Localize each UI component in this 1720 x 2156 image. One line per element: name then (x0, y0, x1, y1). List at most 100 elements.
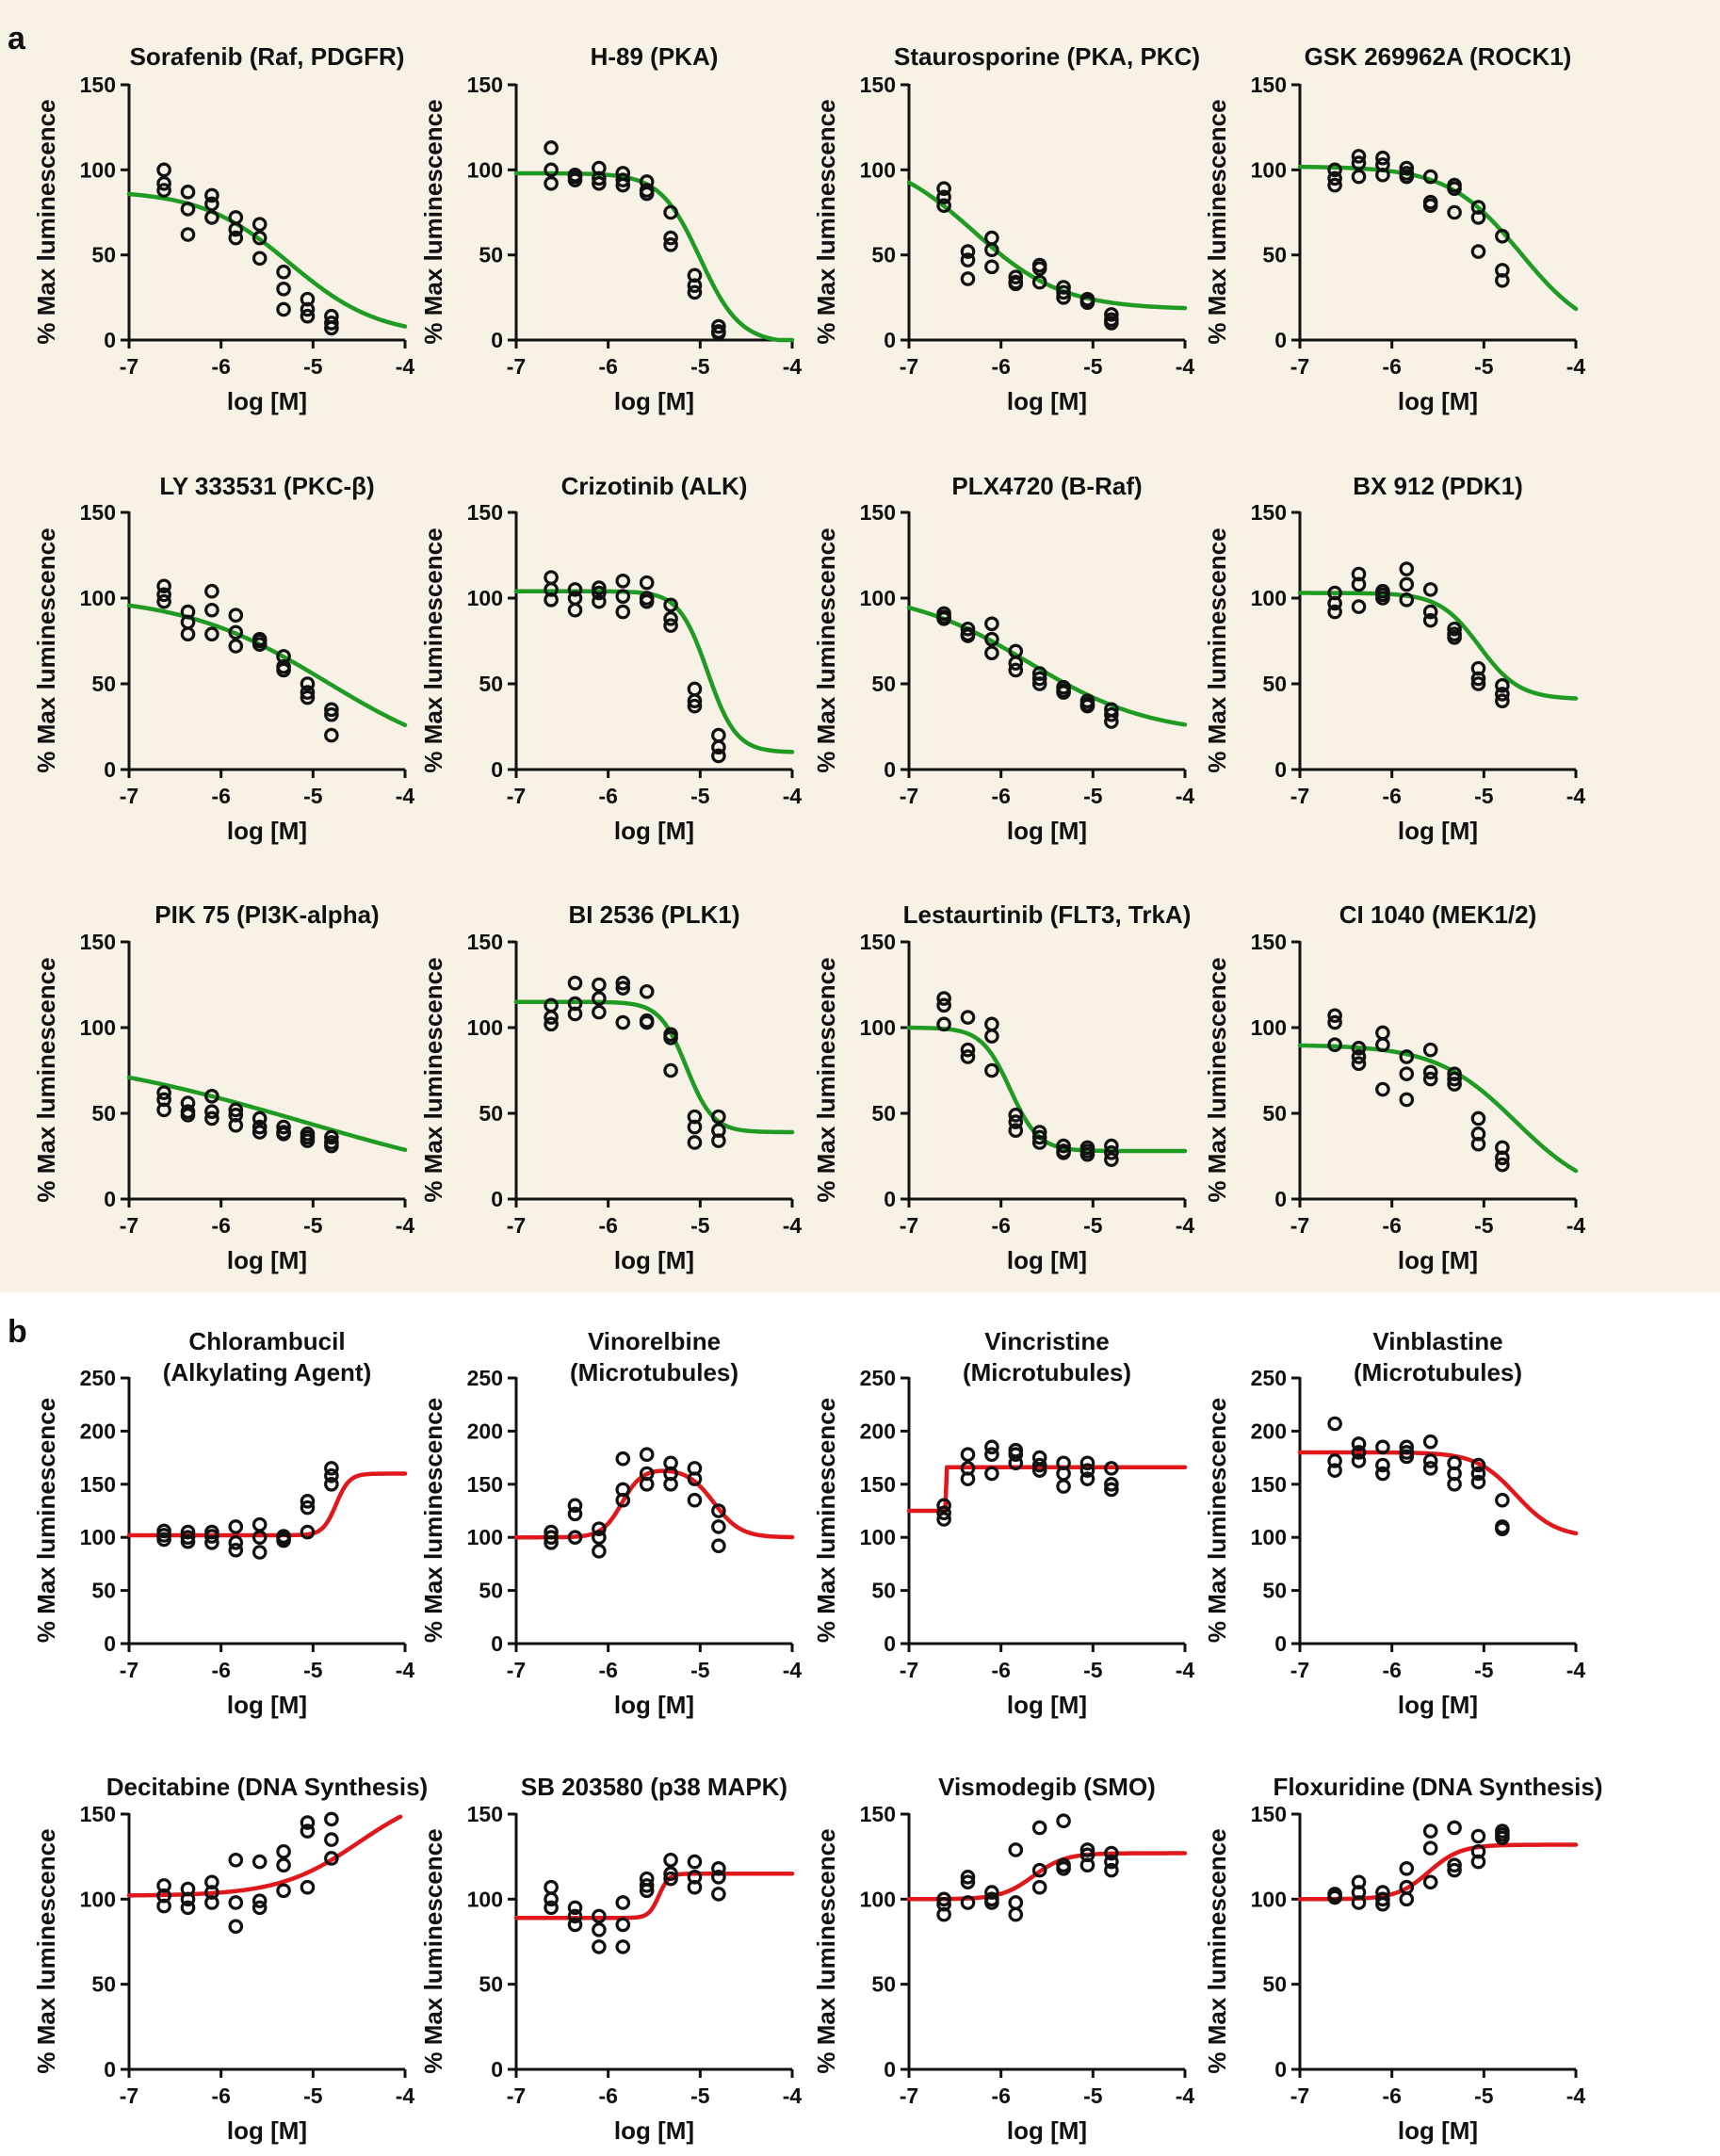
chart-title: Vinblastine (1372, 1327, 1502, 1355)
y-tick-label: 150 (1251, 1802, 1287, 1826)
y-tick-label: 0 (104, 1187, 116, 1211)
data-point (156, 1532, 171, 1548)
data-point (1351, 599, 1367, 614)
data-point (663, 204, 678, 220)
data-point (276, 1532, 291, 1548)
y-tick-label: 150 (1251, 73, 1287, 97)
data-point (1375, 1896, 1390, 1912)
x-tick-label: -6 (598, 354, 617, 379)
y-axis-label: % Max luminescence (812, 1828, 840, 2073)
data-point (615, 1939, 631, 1954)
data-point (1422, 612, 1438, 628)
data-point (1327, 595, 1342, 611)
y-tick-label: 100 (1251, 1525, 1287, 1549)
data-point (1447, 1077, 1462, 1092)
data-point (1447, 181, 1462, 197)
data-point (156, 578, 171, 594)
y-tick-label: 0 (491, 2057, 503, 2082)
x-tick-label: -4 (1176, 1213, 1195, 1238)
data-point (960, 1874, 976, 1890)
data-point (1495, 687, 1510, 702)
data-point (300, 685, 316, 700)
data-point (1031, 1820, 1047, 1836)
y-axis-label: % Max luminescence (419, 957, 447, 1202)
data-point (1375, 1457, 1390, 1473)
x-tick-label: -5 (1083, 1213, 1103, 1238)
y-tick-label: 0 (1274, 1631, 1287, 1656)
y-tick-label: 50 (871, 1972, 896, 1997)
data-point (1422, 169, 1438, 185)
data-point (1031, 261, 1047, 276)
x-axis-label: log [M] (227, 817, 307, 845)
data-point (615, 589, 631, 604)
x-tick-label: -7 (507, 1213, 526, 1238)
data-point (639, 575, 655, 591)
data-point (615, 1895, 631, 1910)
x-tick-label: -6 (1382, 1213, 1401, 1238)
data-point (252, 1110, 268, 1127)
y-tick-label: 250 (1251, 1366, 1287, 1390)
data-point (1079, 295, 1095, 311)
data-point (960, 252, 976, 267)
y-tick-label: 50 (479, 1579, 503, 1603)
data-point (204, 602, 219, 618)
data-point (960, 1010, 976, 1025)
x-tick-label: -4 (1176, 354, 1195, 379)
x-tick-label: -6 (1382, 354, 1401, 379)
data-point (300, 689, 316, 705)
x-tick-label: -5 (303, 1213, 323, 1238)
data-point (204, 1895, 219, 1910)
data-point (663, 1062, 678, 1078)
data-point (1447, 630, 1462, 645)
data-point (687, 1135, 703, 1150)
data-point (1008, 662, 1024, 678)
y-tick-label: 0 (884, 1187, 896, 1211)
y-tick-label: 150 (80, 1802, 116, 1826)
y-tick-label: 100 (860, 157, 896, 182)
y-tick-label: 0 (884, 328, 896, 352)
y-tick-label: 150 (860, 500, 896, 525)
data-point (984, 1466, 999, 1482)
x-axis-label: log [M] (1398, 1246, 1478, 1274)
data-point (960, 1895, 976, 1910)
x-axis-label: log [M] (1398, 1691, 1478, 1719)
x-tick-label: -5 (1083, 1658, 1103, 1682)
chart-title: Vismodegib (SMO) (938, 1773, 1156, 1801)
data-point (936, 1016, 951, 1032)
data-point (960, 628, 976, 643)
fit-curve (126, 191, 408, 329)
data-point (1375, 1037, 1390, 1052)
y-tick-label: 100 (80, 586, 116, 610)
y-tick-label: 100 (467, 1525, 503, 1549)
data-point (984, 1029, 999, 1044)
data-point (1351, 1436, 1367, 1451)
data-point (1351, 149, 1367, 164)
data-point (324, 316, 339, 331)
data-point (180, 185, 196, 200)
data-point (324, 1832, 339, 1847)
data-point (1104, 1482, 1119, 1498)
data-point (1031, 676, 1047, 691)
y-tick-label: 50 (871, 1101, 896, 1126)
data-point (1470, 1474, 1486, 1490)
data-point (1399, 1092, 1415, 1108)
y-tick-label: 50 (479, 1101, 503, 1126)
y-tick-label: 50 (1262, 1972, 1287, 1997)
data-point (252, 217, 268, 232)
x-tick-label: -4 (783, 784, 803, 808)
data-point (252, 637, 268, 652)
data-point (711, 748, 726, 764)
data-point (276, 281, 291, 297)
data-point (1104, 1461, 1119, 1476)
fit-curve (513, 1468, 795, 1540)
data-point (592, 1004, 607, 1020)
y-tick-label: 100 (80, 1887, 116, 1911)
x-tick-label: -7 (507, 784, 526, 808)
x-tick-label: -4 (783, 354, 803, 379)
x-tick-label: -6 (1382, 2083, 1401, 2108)
data-point (1056, 1479, 1071, 1494)
x-tick-label: -4 (783, 1213, 803, 1238)
y-tick-label: 50 (479, 672, 503, 696)
x-tick-label: -6 (598, 1658, 617, 1682)
data-point (324, 1129, 339, 1145)
